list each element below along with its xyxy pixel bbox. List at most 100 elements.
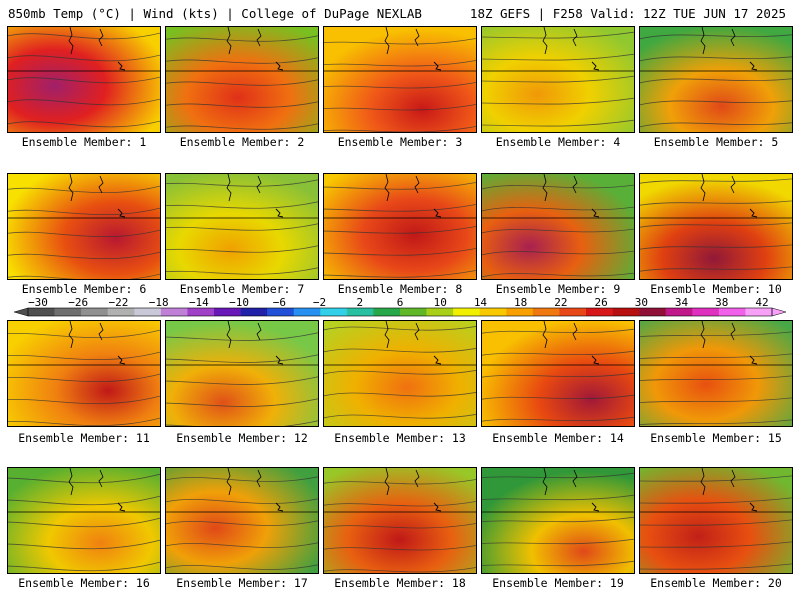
ensemble-map-panel [481,173,635,280]
height-contour [324,566,476,573]
height-contour [482,31,634,39]
coastline [226,174,262,202]
temperature-field [324,174,476,279]
colorbar-swatch [28,308,55,316]
height-contour [324,182,476,190]
colorbar-arrow-left [13,307,29,317]
colorbar-tick-label: −14 [189,296,209,309]
height-contour [482,250,634,256]
colorbar-tick-label: 14 [474,296,488,309]
wind-barb-icon [117,208,126,218]
colorbar-tick-label: −6 [273,296,286,309]
height-contour [166,332,318,341]
height-contour [324,325,476,331]
height-contour [324,104,476,111]
wind-barb-icon [275,355,284,365]
temperature-map [640,321,792,426]
height-contour [482,228,634,234]
temperature-map [324,27,476,132]
wind-barb-icon [117,61,126,71]
panel-label: Ensemble Member: 14 [492,431,624,445]
ensemble-map-panel [481,26,635,133]
height-contour [482,372,634,378]
height-contour [640,34,792,40]
temperature-map [640,468,792,573]
height-contour [482,119,634,127]
ensemble-map-panel [165,467,319,574]
height-contour [640,397,792,404]
height-contour [482,538,634,545]
ensemble-map-panel [639,467,793,574]
height-contour [482,206,634,212]
colorbar-tick-label: 42 [755,296,768,309]
colorbar-swatch [81,308,109,316]
height-contour [8,207,160,216]
panel-label: Ensemble Member: 18 [334,576,466,590]
ensemble-map-panel [481,467,635,574]
height-contour [640,475,792,482]
temperature-map [166,174,318,279]
panel-label: Ensemble Member: 1 [21,135,147,149]
height-contour [166,101,318,108]
height-contour [324,248,476,256]
temperature-field [482,27,634,132]
colorbar-swatch [346,308,374,316]
height-contour [640,178,792,184]
height-contour [166,123,318,130]
temperature-field [640,321,792,426]
height-contour [324,60,476,67]
colorbar-arrow-right [771,307,787,317]
ensemble-map-panel [481,320,635,427]
height-contour [640,222,792,228]
colorbar-swatch [134,308,162,316]
wind-barb-icon [591,355,600,365]
height-contour [324,369,476,375]
colorbar-swatch [692,308,720,316]
height-contour [8,120,160,128]
height-contour [324,82,476,89]
panel-label: Ensemble Member: 4 [495,135,621,149]
wind-barb-icon [275,502,284,512]
colorbar-swatch [293,308,321,316]
height-contour [482,350,634,356]
colorbar-swatch [586,308,613,316]
colorbar-swatch [187,308,215,316]
ensemble-map-panel [639,320,793,427]
page-title: 850mb Temp (°C) | Wind (kts) | College o… [8,6,422,21]
ensemble-map-panel [165,320,319,427]
height-contour [166,245,318,253]
ensemble-map-panel [323,26,477,133]
wind-barb-icon [433,61,442,71]
panel-label: Ensemble Member: 16 [18,576,150,590]
colorbar-swatch [373,308,401,316]
temperature-map [324,468,476,573]
temperature-map [482,321,634,426]
height-contour [324,38,476,45]
panel-label: Ensemble Member: 3 [337,135,463,149]
temperature-field [166,174,318,279]
temperature-map [640,27,792,132]
height-contour [166,498,318,504]
panel-label: Ensemble Member: 20 [650,576,782,590]
ensemble-map-panel [7,467,161,574]
colorbar-tick-label: −26 [68,296,88,309]
colorbar-swatch [267,308,295,316]
coastline [68,27,104,55]
height-contour [324,544,476,551]
temperature-map [482,27,634,132]
temperature-field [640,174,792,279]
wind-barb-icon [749,208,758,218]
temperature-map [482,468,634,573]
height-contour [482,494,634,501]
colorbar-swatch [400,308,427,316]
height-contour [324,347,476,353]
temperature-map [8,321,160,426]
height-contour [166,564,318,570]
ensemble-map-panel [323,320,477,427]
height-contour [8,373,160,383]
height-contour [166,57,318,64]
panel-label: Ensemble Member: 7 [179,282,305,296]
height-contour [324,500,476,507]
wind-barb-icon [433,208,442,218]
panel-label: Ensemble Member: 8 [337,282,463,296]
